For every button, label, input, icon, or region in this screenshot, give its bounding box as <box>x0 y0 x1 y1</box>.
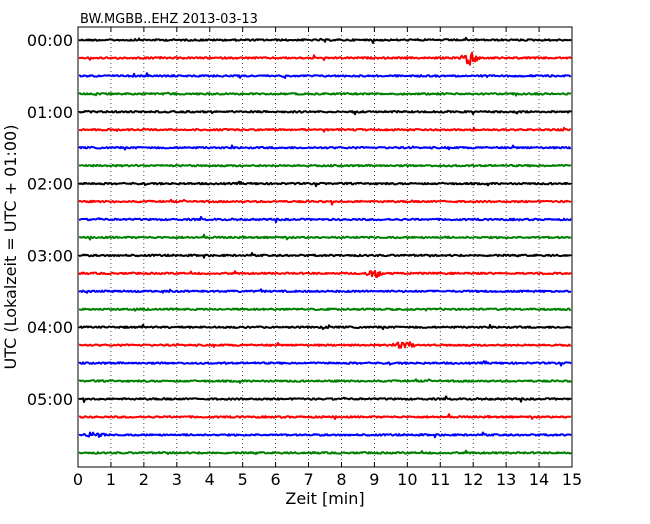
plot-frame <box>77 26 573 468</box>
x-tick-label: 15 <box>562 470 582 489</box>
x-tick-label: 13 <box>496 470 516 489</box>
trace-line <box>78 449 572 456</box>
x-tick-label: 9 <box>369 470 379 489</box>
y-tick-label: 01:00 <box>27 103 73 122</box>
x-axis-label: Zeit [min] <box>285 489 364 508</box>
y-tick-label: 04:00 <box>27 318 73 337</box>
trace-line <box>78 126 572 133</box>
y-tick-label: 03:00 <box>27 246 73 265</box>
tick-layer: 0 1 2 3 4 5 6 7 8 9 10 11 12 13 14 1500:0001:0002:0003:… <box>27 27 582 489</box>
trace-line <box>78 341 572 349</box>
x-tick-label: 11 <box>430 470 450 489</box>
y-axis-label: UTC (Lokalzeit = UTC + 01:00) <box>1 125 20 370</box>
x-tick-label: 2 <box>139 470 149 489</box>
trace-line <box>78 413 572 420</box>
x-tick-label: 6 <box>271 470 281 489</box>
trace-line <box>78 215 572 224</box>
trace-line <box>78 323 572 331</box>
trace-line <box>78 431 572 439</box>
y-tick-label: 05:00 <box>27 390 73 409</box>
trace-line <box>78 198 572 206</box>
x-tick-label: 14 <box>529 470 549 489</box>
trace-line <box>78 269 572 279</box>
trace-line <box>78 360 572 367</box>
trace-line <box>78 51 572 66</box>
trace-line <box>78 378 572 384</box>
trace-line <box>79 36 572 44</box>
x-tick-label: 10 <box>397 470 417 489</box>
y-tick-label: 00:00 <box>27 31 73 50</box>
grid-layer <box>110 27 540 467</box>
x-tick-label: 0 <box>73 470 83 489</box>
trace-line <box>78 180 572 188</box>
trace-line <box>78 233 572 241</box>
y-tick-label: 02:00 <box>27 175 73 194</box>
trace-line <box>78 395 572 403</box>
x-tick-label: 8 <box>336 470 346 489</box>
trace-line <box>78 91 572 97</box>
chart-title: BW.MGBB..EHZ 2013-03-13 <box>80 12 258 27</box>
x-tick-label: 12 <box>463 470 483 489</box>
trace-line <box>78 109 572 116</box>
trace-line <box>78 288 572 294</box>
trace-line <box>78 144 572 151</box>
x-tick-label: 5 <box>238 470 248 489</box>
trace-line <box>78 252 572 259</box>
x-tick-label: 3 <box>172 470 182 489</box>
trace-layer <box>78 36 572 456</box>
x-tick-label: 7 <box>303 470 313 489</box>
x-tick-label: 4 <box>205 470 215 489</box>
trace-line <box>79 307 572 312</box>
x-tick-label: 1 <box>106 470 116 489</box>
trace-line <box>79 163 572 168</box>
trace-line <box>78 72 572 79</box>
